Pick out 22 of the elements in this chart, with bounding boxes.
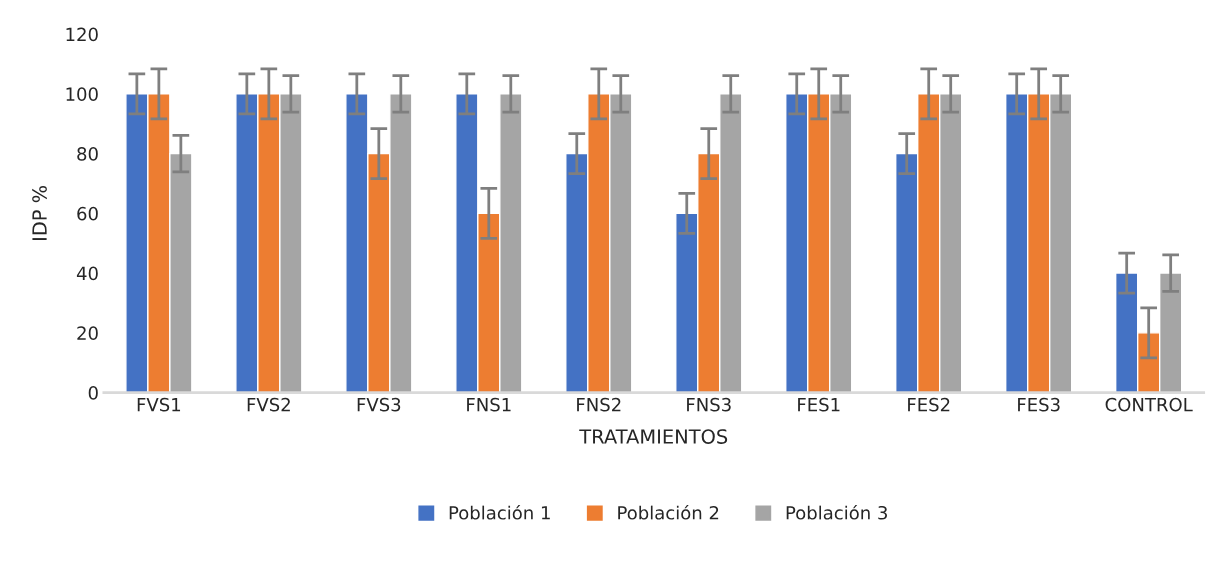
y-tick-label: 80 [77, 147, 98, 161]
y-tick-label: 120 [66, 27, 98, 42]
y-tick-label: 40 [76, 266, 98, 281]
x-tick-label: FES2 [908, 397, 950, 412]
x-tick-label: FNS1 [467, 397, 511, 412]
y-tick-label: 0 [88, 386, 98, 400]
y-axis-title: IDP % [32, 185, 47, 241]
legend-label: Población 2 [618, 504, 719, 520]
x-tick-label: FVS3 [357, 397, 401, 412]
x-tick-label: FNS3 [687, 397, 731, 412]
x-tick-label: CONTROL [1105, 397, 1193, 412]
x-tick-label: FES1 [798, 397, 840, 412]
legend-label: Población 3 [786, 504, 887, 520]
y-tick-label: 100 [66, 87, 98, 101]
legend-label: Población 1 [449, 504, 550, 520]
y-tick-label: 60 [77, 206, 98, 221]
x-axis-title: TRATAMIENTOS [579, 429, 728, 444]
x-tick-label: FES3 [1018, 397, 1060, 412]
x-tick-label: FNS2 [577, 397, 621, 412]
x-tick-label: FVS1 [137, 397, 181, 412]
y-tick-label: 20 [77, 326, 98, 340]
x-tick-label: FVS2 [247, 397, 290, 412]
